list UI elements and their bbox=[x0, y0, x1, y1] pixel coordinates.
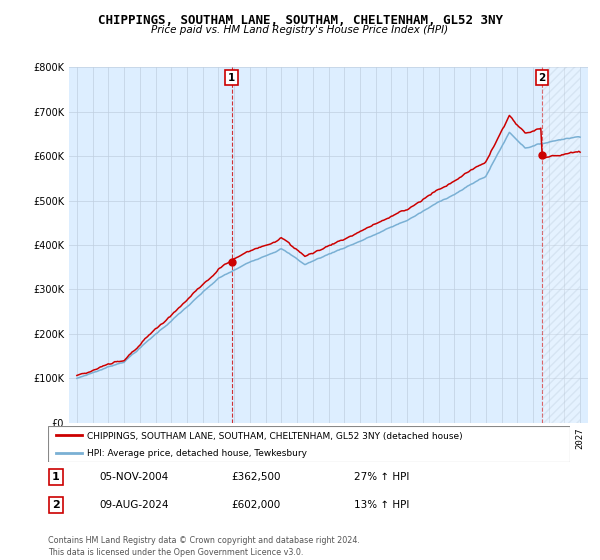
Text: 13% ↑ HPI: 13% ↑ HPI bbox=[354, 500, 409, 510]
FancyBboxPatch shape bbox=[48, 426, 570, 462]
Text: 2: 2 bbox=[539, 73, 546, 82]
Text: £602,000: £602,000 bbox=[231, 500, 280, 510]
Text: CHIPPINGS, SOUTHAM LANE, SOUTHAM, CHELTENHAM, GL52 3NY (detached house): CHIPPINGS, SOUTHAM LANE, SOUTHAM, CHELTE… bbox=[87, 432, 463, 441]
Text: Contains HM Land Registry data © Crown copyright and database right 2024.
This d: Contains HM Land Registry data © Crown c… bbox=[48, 536, 360, 557]
Text: CHIPPINGS, SOUTHAM LANE, SOUTHAM, CHELTENHAM, GL52 3NY: CHIPPINGS, SOUTHAM LANE, SOUTHAM, CHELTE… bbox=[97, 14, 503, 27]
Text: £362,500: £362,500 bbox=[231, 472, 281, 482]
Text: 05-NOV-2004: 05-NOV-2004 bbox=[99, 472, 168, 482]
Text: 2: 2 bbox=[52, 500, 59, 510]
Text: 09-AUG-2024: 09-AUG-2024 bbox=[99, 500, 169, 510]
Text: 1: 1 bbox=[228, 73, 235, 82]
Text: Price paid vs. HM Land Registry's House Price Index (HPI): Price paid vs. HM Land Registry's House … bbox=[151, 25, 449, 35]
Text: HPI: Average price, detached house, Tewkesbury: HPI: Average price, detached house, Tewk… bbox=[87, 450, 307, 459]
Text: 27% ↑ HPI: 27% ↑ HPI bbox=[354, 472, 409, 482]
Text: 1: 1 bbox=[52, 472, 59, 482]
